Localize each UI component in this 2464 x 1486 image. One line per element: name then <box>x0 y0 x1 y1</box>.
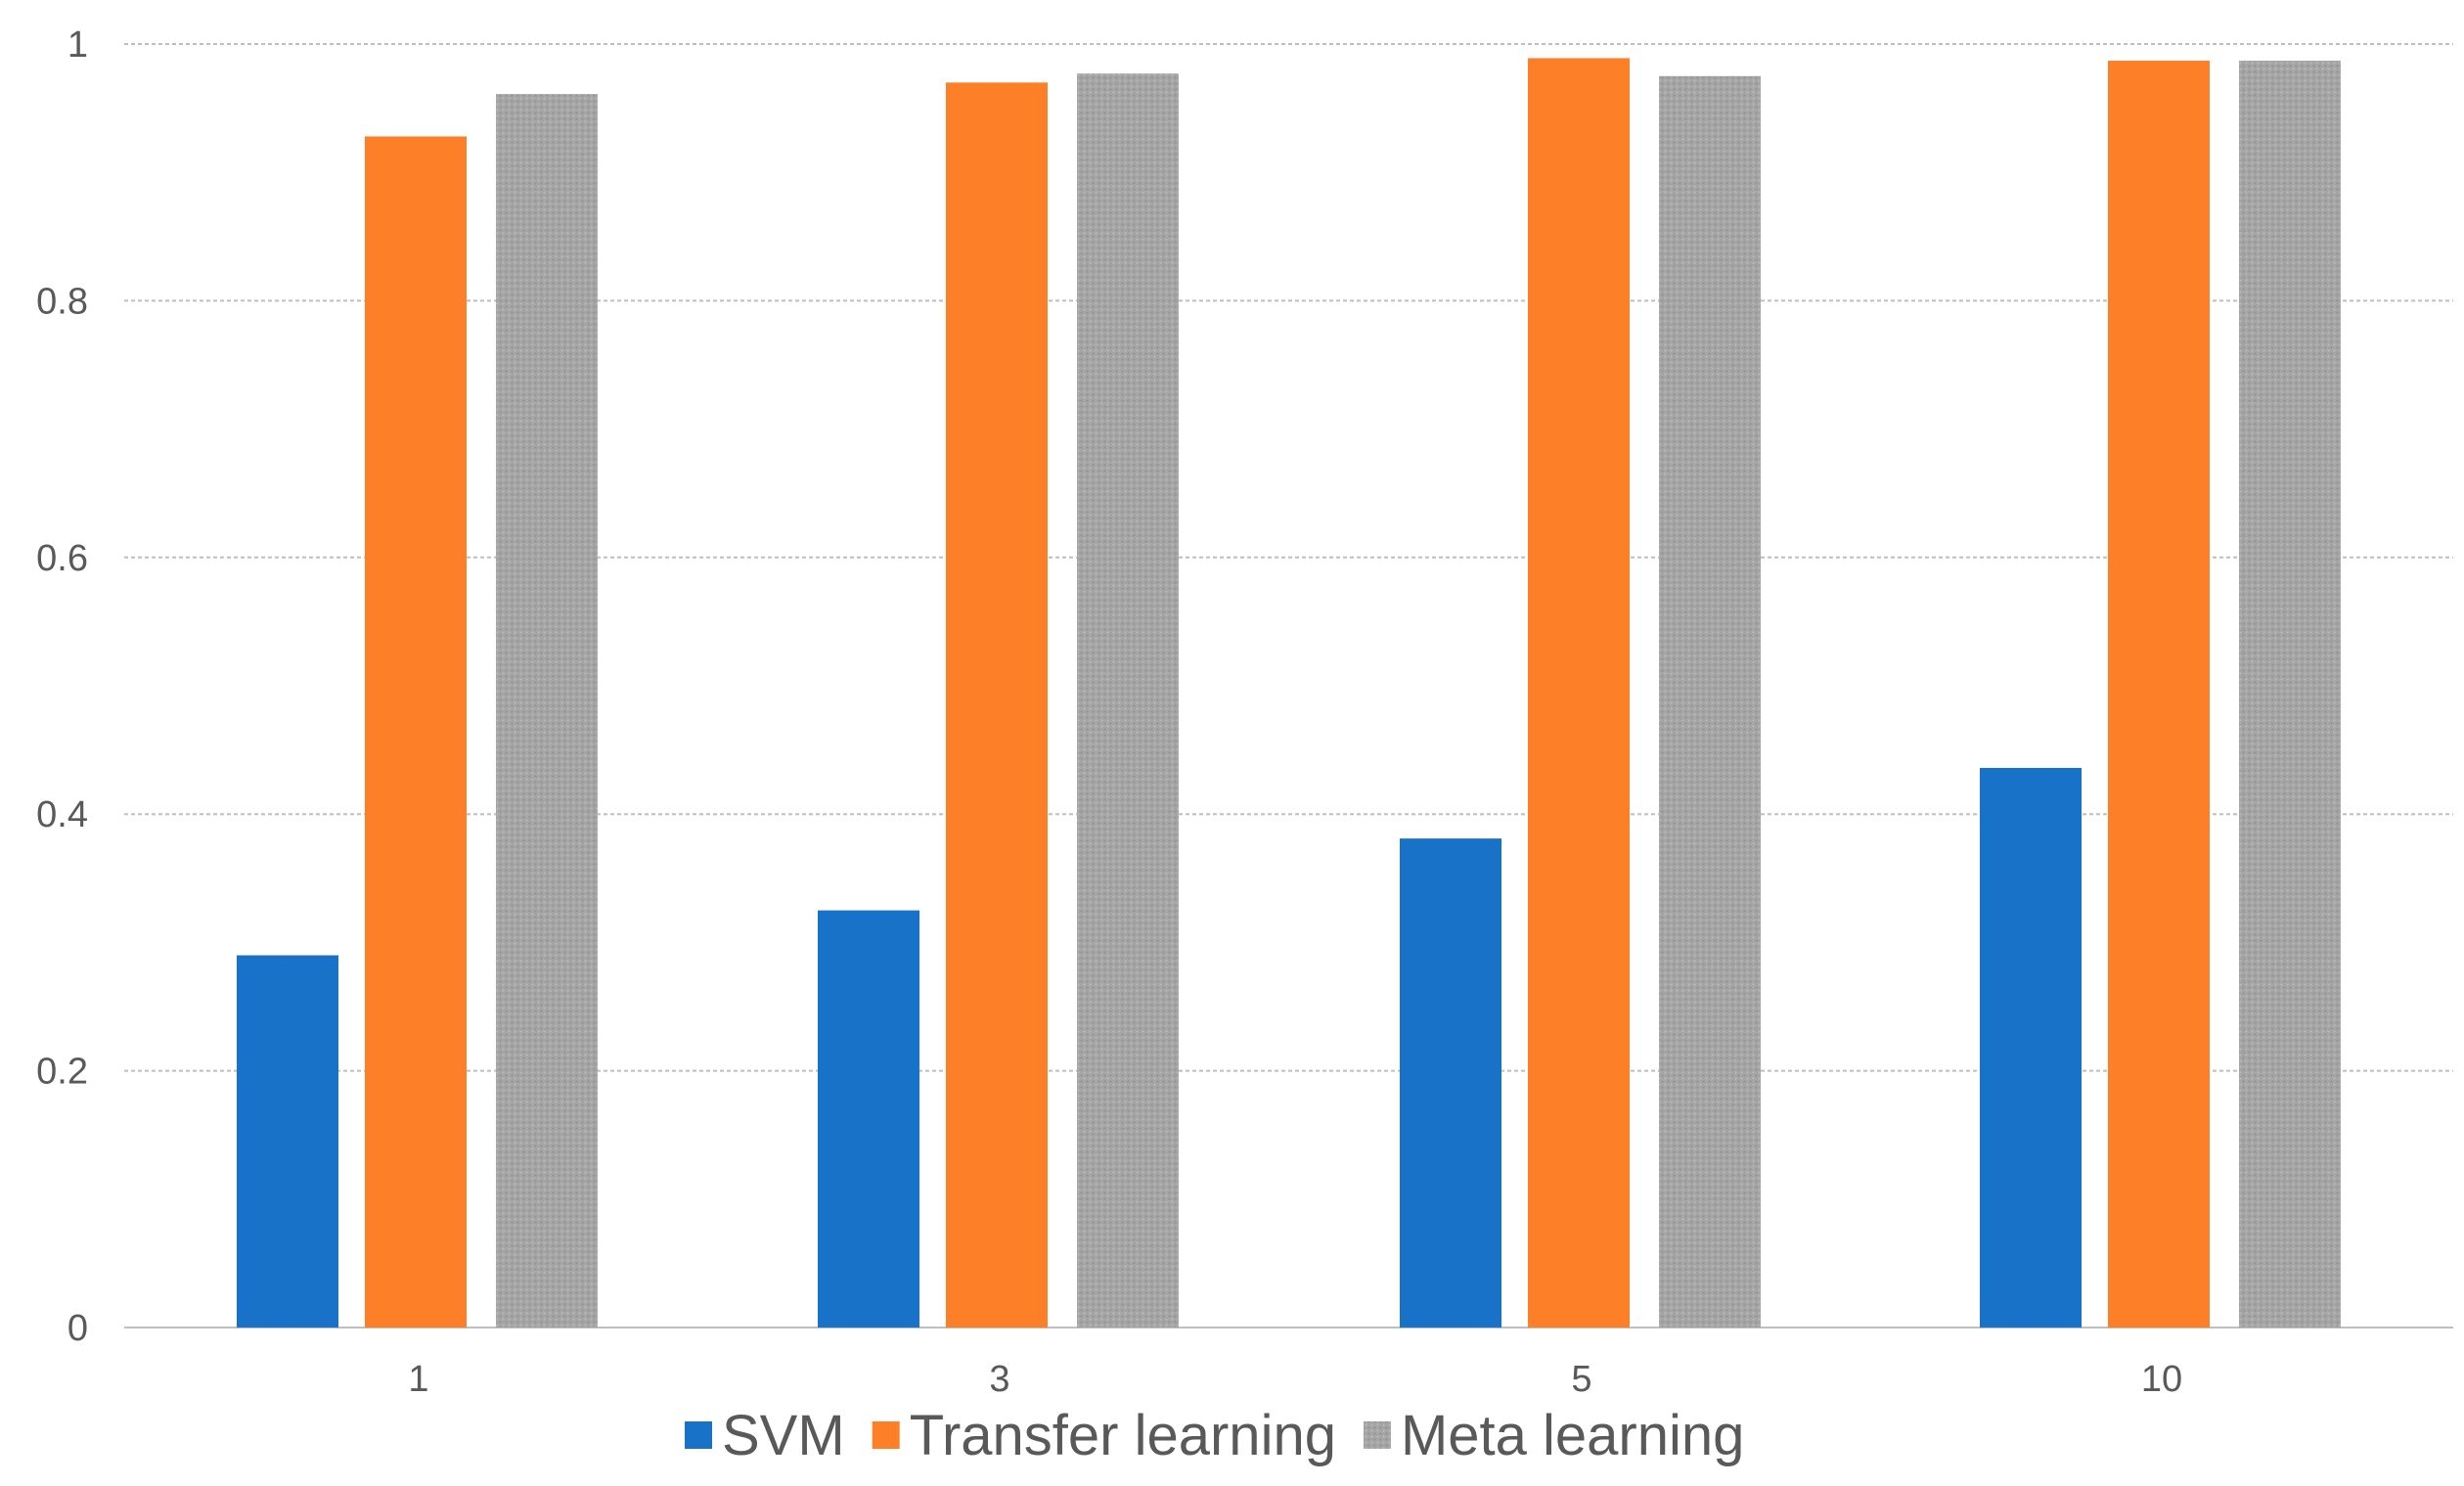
y-tick-label: 1 <box>67 24 88 66</box>
bar-transfer-learning-5 <box>1528 58 1630 1328</box>
legend-label-transfer-learning: Transfer learning <box>910 1404 1336 1467</box>
x-tick-label: 5 <box>1571 1359 1591 1400</box>
y-tick-label: 0.6 <box>36 538 88 579</box>
legend-swatch-meta-learning <box>1363 1421 1391 1449</box>
x-tick-label: 3 <box>989 1359 1009 1400</box>
legend-label-meta-learning: Meta learning <box>1401 1404 1744 1467</box>
bar-svm-10 <box>1980 767 2082 1328</box>
bars <box>237 58 2341 1328</box>
bar-meta-learning-10 <box>2239 61 2341 1328</box>
bar-transfer-learning-10 <box>2108 61 2210 1328</box>
x-tick-label: 10 <box>2141 1359 2182 1400</box>
x-tick-label: 1 <box>408 1359 428 1400</box>
legend-swatch-transfer-learning <box>872 1421 900 1449</box>
legend-label-svm: SVM <box>722 1404 845 1467</box>
y-tick-label: 0.4 <box>36 794 88 835</box>
y-tick-label: 0.2 <box>36 1052 88 1093</box>
bar-transfer-learning-1 <box>365 136 467 1328</box>
bar-svm-5 <box>1400 838 1501 1328</box>
bar-transfer-learning-3 <box>946 82 1048 1328</box>
y-axis-ticks: 0 0.2 0.4 0.6 0.8 1 <box>36 24 88 1349</box>
x-axis-ticks: 1 3 5 10 <box>408 1359 2182 1400</box>
bar-meta-learning-5 <box>1659 75 1761 1328</box>
bar-svm-1 <box>237 955 338 1328</box>
bar-meta-learning-1 <box>496 94 598 1328</box>
bar-meta-learning-3 <box>1077 73 1179 1328</box>
y-tick-label: 0 <box>67 1308 88 1349</box>
bar-svm-3 <box>818 910 919 1328</box>
legend: SVM Transfer learning Meta learning <box>685 1404 1744 1467</box>
legend-swatch-svm <box>685 1421 712 1449</box>
gridlines <box>124 43 2453 1328</box>
y-tick-label: 0.8 <box>36 281 88 322</box>
